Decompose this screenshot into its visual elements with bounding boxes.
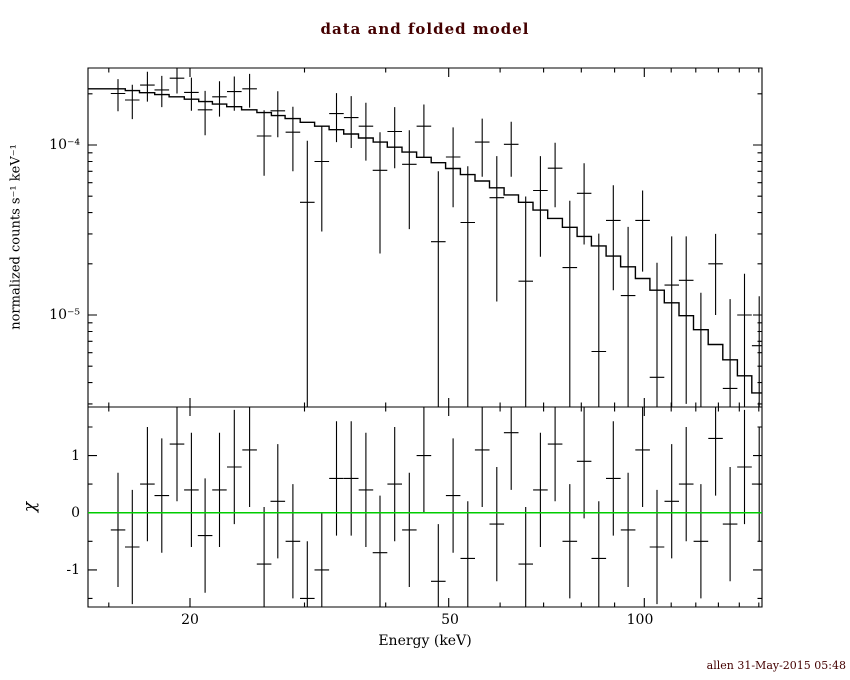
plot-timestamp: allen 31-May-2015 05:48 (706, 659, 846, 672)
x-axis-label: Energy (keV) (378, 633, 472, 649)
x-tick-label-50: 50 (441, 612, 459, 628)
y-tick-label-1e-4: 10⁻⁴ (49, 137, 80, 153)
chi-tick-label-0: 0 (71, 505, 80, 521)
axes-frame (87, 67, 763, 608)
y-axis-label-counts: normalized counts s⁻¹ keV⁻¹ (8, 144, 24, 330)
residual-data-points (110, 407, 762, 607)
x-tick-label-100: 100 (626, 612, 654, 628)
x-tick-label-20: 20 (181, 612, 199, 628)
chi-tick-label-neg1: -1 (66, 562, 80, 578)
chi-tick-label-1: 1 (71, 448, 80, 464)
spectrum-data-points (110, 68, 762, 407)
model-step-line (88, 88, 762, 394)
y-tick-label-1e-5: 10⁻⁵ (49, 307, 80, 323)
chart-title: data and folded model (320, 20, 530, 38)
